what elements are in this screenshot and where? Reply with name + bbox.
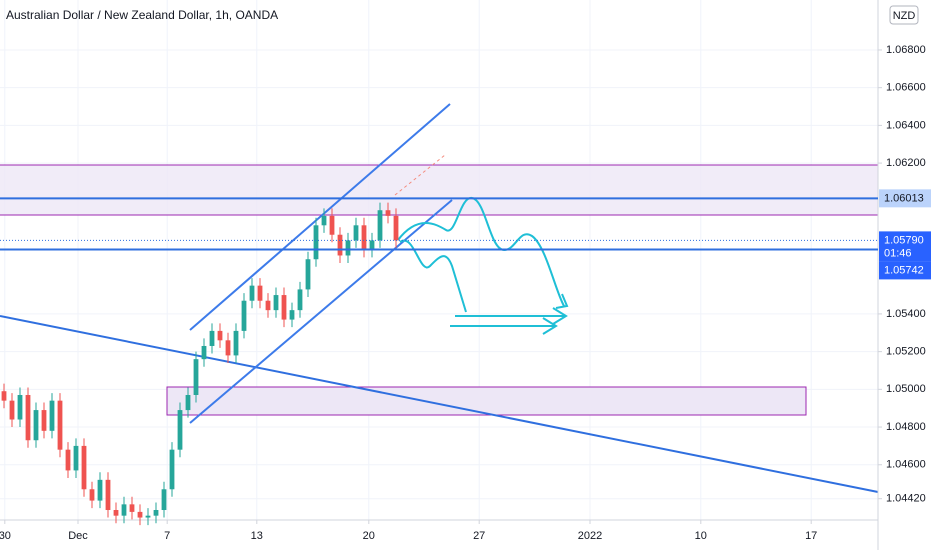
candle-body — [97, 479, 103, 501]
candle-body — [161, 489, 167, 511]
y-tick-label: 1.06200 — [886, 157, 926, 169]
candle-body — [265, 300, 271, 311]
candle-body — [41, 410, 47, 431]
candle-body — [105, 479, 111, 511]
arrow-head — [542, 317, 558, 335]
price-label-box — [879, 231, 931, 262]
price-label: 1.05742 — [884, 264, 924, 276]
candle-body — [73, 445, 79, 471]
candle-body — [153, 510, 159, 516]
candle-body — [313, 225, 319, 260]
channel-upper — [189, 103, 451, 331]
drawings — [0, 103, 879, 493]
candle-body — [273, 295, 279, 311]
currency[interactable]: NZD — [893, 10, 916, 22]
candle-body — [233, 330, 239, 356]
candle-body — [369, 240, 375, 250]
candle-body — [25, 394, 31, 441]
x-tick-label: 13 — [251, 530, 263, 542]
y-tick-label: 1.04800 — [886, 421, 926, 433]
candle-body — [113, 510, 119, 516]
candle-body — [393, 215, 399, 241]
arrow-head — [552, 307, 568, 325]
candle-body — [193, 359, 199, 395]
candle-body — [1, 391, 7, 401]
x-tick-label: 27 — [473, 530, 485, 542]
chart-title: Australian Dollar / New Zealand Dollar, … — [6, 8, 278, 22]
x-tick-label: 10 — [695, 530, 707, 542]
y-tick-label: 1.04420 — [886, 493, 926, 505]
price-label: 1.06013 — [884, 192, 924, 204]
forecast-path — [399, 239, 467, 313]
y-tick-label: 1.05000 — [886, 383, 926, 395]
candle-body — [89, 489, 95, 501]
candle-body — [385, 210, 391, 216]
candle-body — [257, 285, 263, 301]
candle-body — [353, 225, 359, 241]
x-tick-label: 7 — [164, 530, 170, 542]
candle-body — [281, 295, 287, 320]
candle-body — [137, 511, 143, 518]
candle-body — [305, 259, 311, 290]
y-tick-label: 1.06800 — [886, 44, 926, 56]
candle-body — [9, 400, 15, 420]
candle-body — [57, 400, 63, 450]
resistance-zone — [0, 165, 878, 215]
price-label: 1.05790 — [884, 234, 924, 246]
candle-body — [225, 340, 231, 356]
countdown: 01:46 — [884, 247, 912, 259]
y-tick-label: 1.06600 — [886, 82, 926, 94]
candle-body — [169, 449, 175, 490]
candle-body — [241, 300, 247, 331]
candle-body — [337, 234, 343, 256]
candle-body — [121, 504, 127, 516]
candle-body — [329, 215, 335, 235]
y-tick-label: 1.04600 — [886, 459, 926, 471]
candle-body — [49, 400, 55, 431]
price-label-box — [879, 261, 931, 280]
candle-body — [249, 285, 255, 301]
candle-body — [145, 515, 151, 518]
candle-body — [201, 345, 207, 360]
x-tick-label: 30 — [0, 530, 11, 542]
y-tick-label: 1.05200 — [886, 346, 926, 358]
x-tick-label: Dec — [68, 530, 88, 542]
x-tick-label: 17 — [805, 530, 817, 542]
currency-box[interactable] — [889, 5, 919, 25]
forecast-path — [397, 197, 565, 307]
trend-line — [0, 315, 879, 493]
support-zone — [166, 386, 807, 416]
candle-body — [289, 310, 295, 320]
y-tick-label: 1.05400 — [886, 308, 926, 320]
candle-body — [177, 410, 183, 450]
candle-body — [321, 215, 327, 226]
price-label-box — [879, 189, 931, 208]
candle-body — [209, 330, 215, 346]
candle-body — [297, 289, 303, 311]
candle-body — [129, 504, 135, 512]
x-tick-label: 2022 — [578, 530, 602, 542]
arrow-head — [555, 293, 569, 309]
candle-body — [65, 449, 71, 471]
candle-body — [361, 225, 367, 250]
channel-lower — [189, 199, 453, 424]
projection — [394, 154, 446, 196]
candle-body — [377, 210, 383, 241]
candle-body — [17, 394, 23, 420]
x-tick-label: 20 — [363, 530, 375, 542]
candle-body — [345, 240, 351, 256]
candle-body — [33, 410, 39, 441]
y-tick-label: 1.06400 — [886, 119, 926, 131]
candle-body — [217, 330, 223, 341]
candle-body — [185, 394, 191, 411]
candle-body — [81, 445, 87, 490]
